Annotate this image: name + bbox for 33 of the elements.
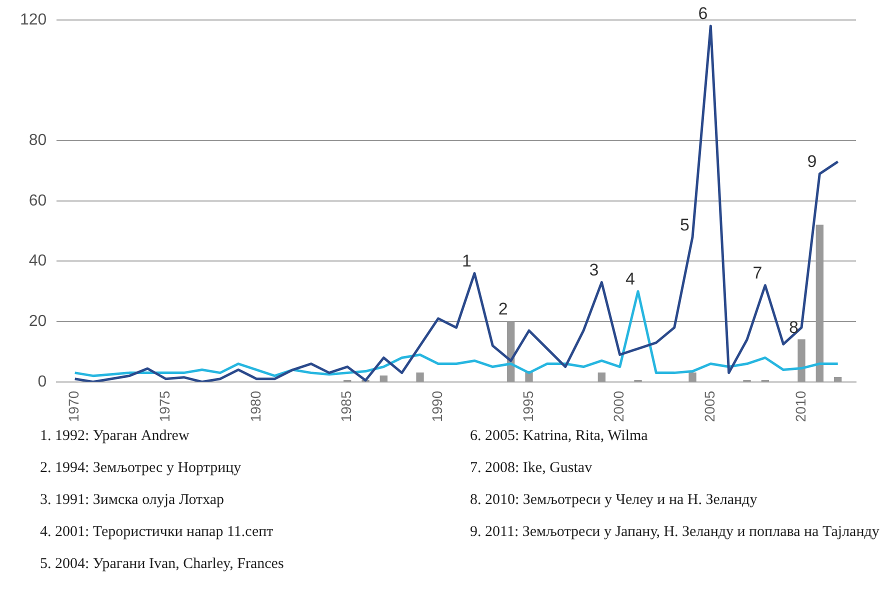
x-tick-label: 1975: [156, 390, 173, 422]
text: 8. 2010: Земљотреси у Челеу и на Н. Зеланду: [470, 492, 758, 510]
text: 5. 2004: Урагани Ivan, Charley, Frances: [40, 556, 285, 574]
x-tick-label: 1990: [429, 390, 446, 422]
annotation: 9: [807, 152, 817, 171]
y-tick-label: 120: [20, 11, 47, 28]
y-tick-label: 40: [28, 252, 47, 270]
annotation: 1: [462, 251, 472, 270]
y-tick-label: 60: [28, 192, 47, 210]
text: 6. 2005: Katrina, Rita, Wilma: [470, 428, 649, 446]
text: 1. 1992: Ураган Andrew: [40, 428, 190, 446]
y-tick-label: 20: [28, 312, 47, 330]
annotation: 4: [626, 270, 636, 289]
x-tick-label: 2010: [792, 390, 808, 422]
x-tick-label: 1970: [66, 390, 82, 422]
text: 2. 1994: Земљотрес у Нортрицу: [40, 460, 242, 478]
x-tick-label: 1980: [247, 390, 264, 422]
x-tick-label: 1985: [338, 390, 354, 422]
annotation: 3: [589, 260, 599, 280]
text: 7. 2008: Ike, Gustav: [470, 460, 594, 478]
text: 9. 2011: Земљотреси у Јапану, Н. Зеланду и поплава на Тајланду: [470, 524, 880, 542]
x-tick-label: 2005: [702, 390, 718, 422]
y-tick-label: 0: [38, 373, 47, 390]
annotation: 7: [752, 264, 762, 283]
annotation: 6: [698, 4, 708, 24]
annotation: 8: [789, 318, 798, 337]
annotation: 5: [680, 215, 690, 234]
x-tick-label: 1995: [520, 390, 536, 422]
text: 3. 1991: Зимска олуја Лотхар: [40, 492, 226, 510]
x-tick-label: 2000: [610, 390, 627, 422]
text: 4. 2001: Терористички напар 11.септ: [40, 524, 274, 542]
annotation: 2: [498, 300, 508, 319]
y-tick-label: 80: [28, 132, 47, 150]
